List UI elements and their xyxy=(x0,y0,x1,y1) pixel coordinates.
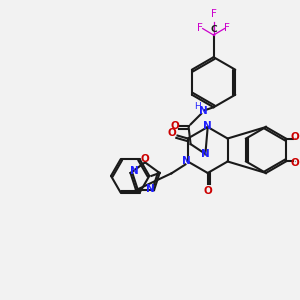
Text: N: N xyxy=(203,121,212,130)
Text: C: C xyxy=(210,25,217,34)
Text: F: F xyxy=(224,23,230,33)
Text: O: O xyxy=(290,132,299,142)
Text: O: O xyxy=(290,158,299,168)
Text: O: O xyxy=(170,122,179,131)
Text: N: N xyxy=(201,149,210,159)
Text: N: N xyxy=(182,157,191,166)
Text: N: N xyxy=(130,167,138,176)
Text: N: N xyxy=(199,106,208,116)
Text: H: H xyxy=(194,102,201,111)
Text: F: F xyxy=(197,23,203,33)
Text: O: O xyxy=(203,186,212,196)
Text: F: F xyxy=(211,9,217,19)
Text: O: O xyxy=(168,128,176,138)
Text: N: N xyxy=(146,184,155,194)
Text: O: O xyxy=(140,154,149,164)
